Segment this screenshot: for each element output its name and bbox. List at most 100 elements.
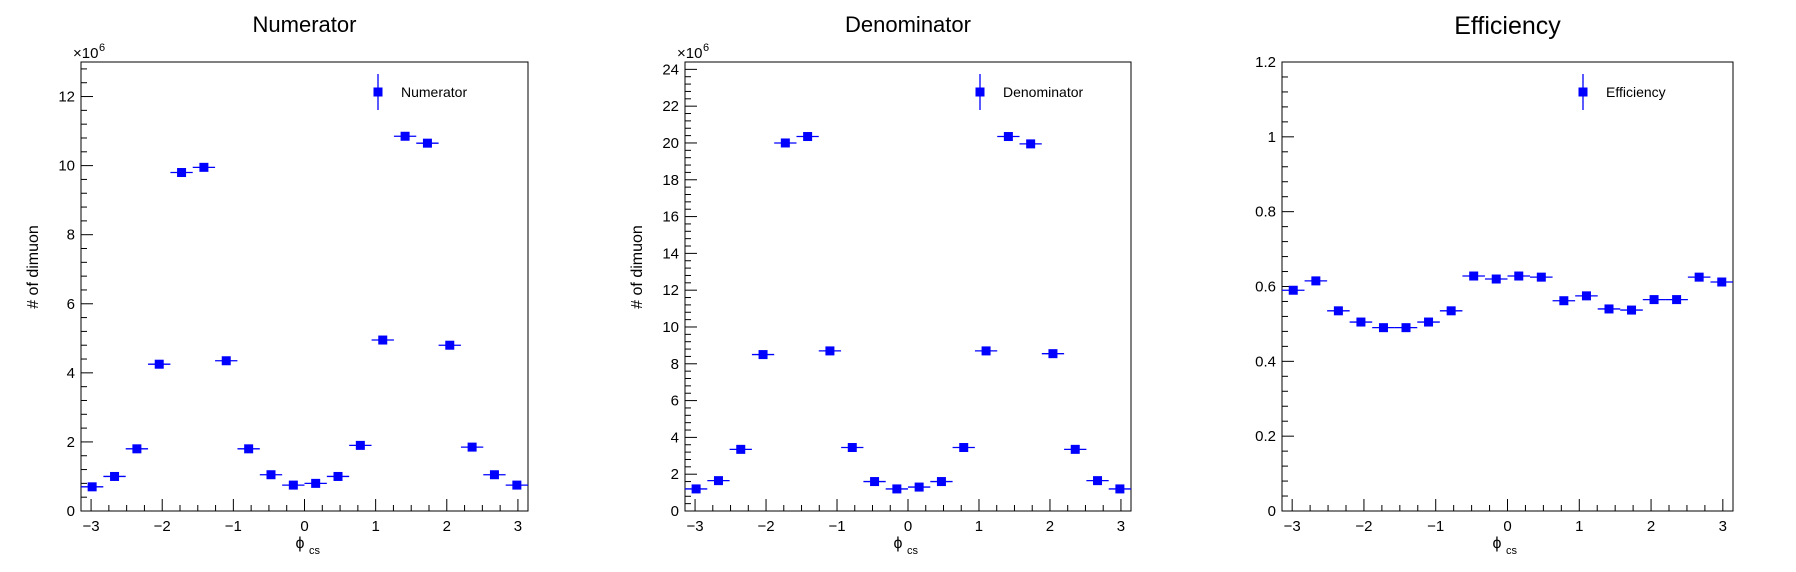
y-axis-label: # of dimuon — [25, 225, 42, 309]
data-point — [1604, 304, 1614, 314]
y-tick-label: 8 — [671, 356, 679, 373]
x-tick-label: 2 — [1046, 518, 1054, 535]
legend-label: Denominator — [1003, 84, 1083, 100]
y-tick-label: 0 — [67, 503, 75, 520]
data-point — [311, 478, 321, 488]
legend-marker — [1578, 87, 1588, 97]
data-point — [1115, 484, 1125, 494]
data-point — [1093, 476, 1103, 486]
x-tick-label: −3 — [686, 518, 703, 535]
data-point — [1469, 271, 1479, 281]
plot-frame — [1281, 61, 1734, 512]
data-point — [1424, 317, 1434, 327]
data-point — [400, 131, 410, 141]
data-point — [1048, 349, 1058, 359]
x-tick-label: −2 — [757, 518, 774, 535]
x-tick-label: −3 — [1284, 518, 1301, 535]
data-point — [713, 476, 723, 486]
plot-frame — [684, 61, 1132, 512]
data-point — [847, 443, 857, 453]
y-tick-label: 24 — [662, 61, 679, 78]
x-tick-label: 1 — [975, 518, 983, 535]
y-multiplier-exponent: 6 — [703, 42, 709, 54]
y-tick-label: 4 — [67, 365, 75, 382]
y-tick-label: 4 — [671, 429, 679, 446]
x-tick-label: −1 — [225, 518, 242, 535]
x-tick-label: 2 — [1647, 518, 1655, 535]
data-point — [177, 168, 187, 178]
x-tick-label: −1 — [828, 518, 845, 535]
data-point — [422, 138, 432, 148]
y-multiplier: ×10 — [73, 45, 98, 62]
y-tick-label: 0.2 — [1255, 428, 1276, 445]
legend-label: Efficiency — [1606, 84, 1666, 100]
data-point — [1627, 305, 1637, 315]
y-tick-label: 2 — [671, 466, 679, 483]
data-point — [355, 440, 365, 450]
y-tick-label: 0.4 — [1255, 353, 1276, 370]
data-point — [132, 444, 142, 454]
x-axis-label: ϕ — [894, 535, 903, 552]
data-point — [914, 482, 924, 492]
y-axis-label: # of dimuon — [629, 225, 646, 309]
data-point — [288, 480, 298, 490]
data-point — [1649, 295, 1659, 305]
data-point — [467, 442, 477, 452]
data-point — [378, 335, 388, 345]
y-tick-label: 10 — [662, 319, 679, 336]
y-tick-label: 0 — [1268, 503, 1276, 520]
data-point — [1288, 285, 1298, 295]
legend-marker — [975, 87, 985, 97]
y-tick-label: 12 — [58, 89, 75, 106]
y-tick-label: 16 — [662, 209, 679, 226]
data-point — [1378, 323, 1388, 333]
x-tick-label: −2 — [1355, 518, 1372, 535]
plot-frame — [80, 61, 529, 512]
data-point — [1491, 274, 1501, 284]
x-tick-label: 3 — [1117, 518, 1125, 535]
y-tick-label: 14 — [662, 245, 679, 262]
data-point — [221, 356, 231, 366]
y-tick-label: 8 — [67, 227, 75, 244]
data-point — [244, 444, 254, 454]
y-tick-label: 10 — [58, 158, 75, 175]
data-point — [1694, 272, 1704, 282]
y-tick-label: 18 — [662, 172, 679, 189]
x-tick-label: −3 — [83, 518, 100, 535]
data-point — [959, 443, 969, 453]
x-tick-label: 0 — [1503, 518, 1511, 535]
x-axis-label: ϕ — [296, 535, 305, 552]
chart-title: Numerator — [253, 12, 357, 37]
x-tick-label: −2 — [154, 518, 171, 535]
data-point — [870, 477, 880, 487]
data-point — [1026, 139, 1036, 149]
chart-title: Efficiency — [1454, 12, 1561, 40]
data-point — [825, 346, 835, 356]
y-tick-label: 6 — [67, 296, 75, 313]
y-tick-label: 6 — [671, 393, 679, 410]
y-tick-label: 20 — [662, 135, 679, 152]
x-tick-label: 1 — [1575, 518, 1583, 535]
data-point — [981, 346, 991, 356]
x-tick-label: −1 — [1427, 518, 1444, 535]
x-tick-label: 0 — [300, 518, 308, 535]
y-tick-label: 0.8 — [1255, 204, 1276, 221]
data-point — [266, 470, 276, 480]
y-tick-label: 12 — [662, 282, 679, 299]
data-point — [1070, 444, 1080, 454]
data-point — [1672, 295, 1682, 305]
data-point — [1536, 272, 1546, 282]
legend-label: Numerator — [401, 84, 467, 100]
data-point — [780, 138, 790, 148]
data-point — [333, 471, 343, 481]
x-axis-label: ϕ — [1493, 535, 1502, 552]
data-point — [758, 350, 768, 360]
data-point — [936, 477, 946, 487]
chart-title: Denominator — [845, 12, 971, 37]
data-point — [445, 340, 455, 350]
y-multiplier: ×10 — [677, 45, 702, 62]
y-tick-label: 2 — [67, 434, 75, 451]
data-point — [736, 444, 746, 454]
